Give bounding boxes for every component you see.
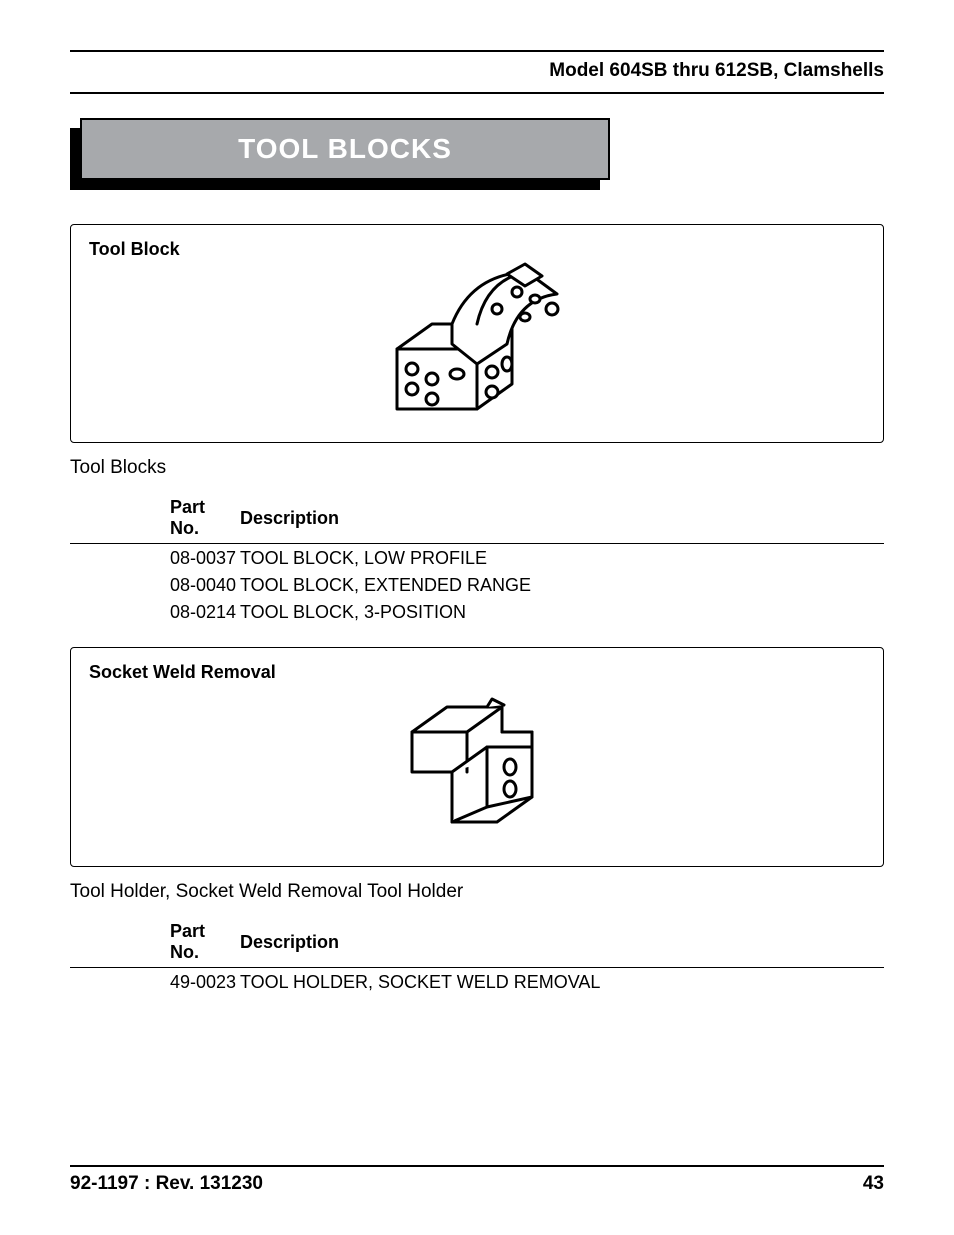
desc-cell: TOOL BLOCK, LOW PROFILE	[240, 544, 884, 572]
title-front: TOOL BLOCKS	[80, 118, 610, 180]
footer-doc-rev: 92-1197 : Rev. 131230	[70, 1173, 263, 1195]
table-header-text: No.	[170, 518, 199, 538]
table-header-text: No.	[170, 942, 199, 962]
desc-cell: TOOL BLOCK, 3-POSITION	[240, 598, 884, 625]
footer-page-number: 43	[863, 1173, 884, 1195]
table-row: 08-0037 TOOL BLOCK, LOW PROFILE	[70, 544, 884, 572]
table-row: 08-0214 TOOL BLOCK, 3-POSITION	[70, 598, 884, 625]
page-footer: 92-1197 : Rev. 131230 43	[70, 1165, 884, 1195]
table-header-part: Part No.	[70, 497, 240, 544]
figure-box-tool-block: Tool Block	[70, 224, 884, 443]
table-header-desc: Description	[240, 497, 884, 544]
figure-caption: Tool Blocks	[70, 457, 884, 479]
desc-cell: TOOL HOLDER, SOCKET WELD REMOVAL	[240, 968, 884, 996]
tool-block-illustration	[89, 254, 865, 424]
desc-cell: TOOL BLOCK, EXTENDED RANGE	[240, 571, 884, 598]
header-rule	[70, 50, 884, 52]
table-row: 08-0040 TOOL BLOCK, EXTENDED RANGE	[70, 571, 884, 598]
footer-rule	[70, 1165, 884, 1167]
part-no-cell: 08-0037	[70, 544, 240, 572]
parts-table-socket-weld: Part No. Description 49-0023 TOOL HOLDER…	[70, 921, 884, 995]
table-header-desc: Description	[240, 921, 884, 968]
table-header-text: Part	[170, 497, 205, 517]
page-header: Model 604SB thru 612SB, Clamshells	[70, 54, 884, 92]
title-block: TOOL BLOCKS	[70, 118, 610, 190]
part-no-cell: 49-0023	[70, 968, 240, 996]
table-header-text: Part	[170, 921, 205, 941]
table-row: 49-0023 TOOL HOLDER, SOCKET WELD REMOVAL	[70, 968, 884, 996]
figure-caption: Tool Holder, Socket Weld Removal Tool Ho…	[70, 881, 884, 903]
part-no-cell: 08-0214	[70, 598, 240, 625]
title-label: TOOL BLOCKS	[238, 133, 452, 165]
parts-table-tool-blocks: Part No. Description 08-0037 TOOL BLOCK,…	[70, 497, 884, 625]
part-no-cell: 08-0040	[70, 571, 240, 598]
socket-weld-illustration	[89, 677, 865, 837]
table-header-part: Part No.	[70, 921, 240, 968]
header-rule	[70, 92, 884, 94]
figure-box-socket-weld: Socket Weld Removal	[70, 647, 884, 867]
